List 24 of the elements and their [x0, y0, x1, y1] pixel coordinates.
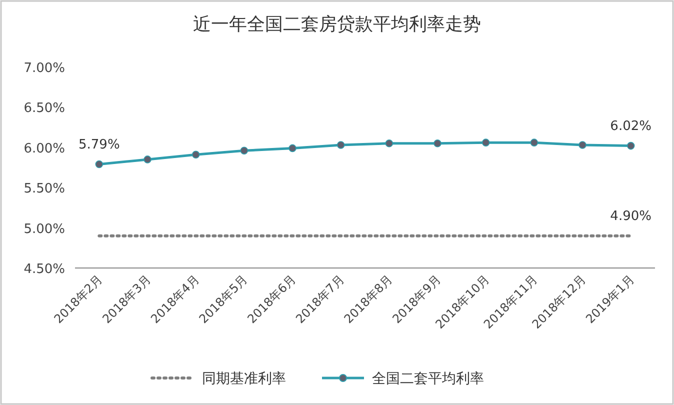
y-tick-label: 7.00% [24, 61, 65, 76]
point [95, 160, 104, 168]
data-label: 6.02% [610, 118, 652, 134]
legend-label: 同期基准利率 [202, 371, 286, 387]
point [385, 139, 394, 148]
point [482, 138, 490, 146]
legend-label: 全国二套平均利率 [372, 371, 484, 387]
point [434, 139, 442, 148]
point [240, 146, 248, 155]
point [530, 138, 538, 146]
chart-title: 近一年全国二套房贷款平均利率走势 [193, 14, 481, 35]
point [192, 150, 200, 159]
y-tick-label: 6.50% [24, 101, 65, 116]
point [144, 156, 152, 164]
point [626, 142, 635, 150]
point [336, 141, 345, 149]
point [578, 141, 586, 149]
y-tick-label: 5.50% [24, 182, 65, 197]
data-label: 5.79% [78, 137, 120, 152]
point [288, 144, 296, 152]
y-tick-label: 4.50% [24, 262, 65, 277]
y-tick-label: 5.00% [24, 222, 65, 237]
data-label: 4.90% [610, 208, 652, 224]
y-tick-label: 6.00% [24, 141, 65, 156]
